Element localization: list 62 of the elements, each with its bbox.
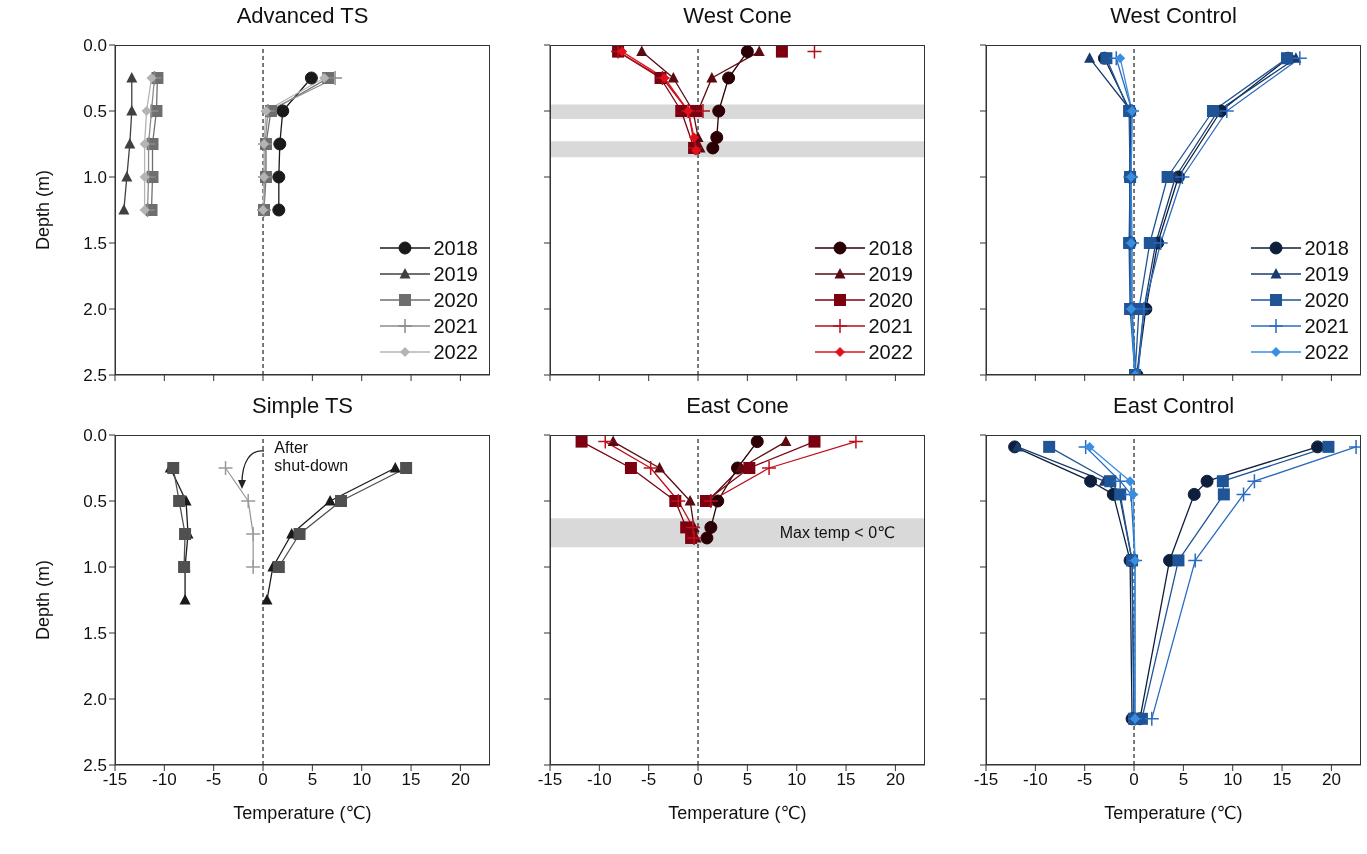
x-tick-label: -5 bbox=[641, 770, 657, 790]
y-tick-label: 0.5 bbox=[83, 102, 107, 122]
legend-label: 2018 bbox=[868, 236, 913, 260]
y-tick-label: 1.5 bbox=[83, 624, 107, 644]
legend-label: 2021 bbox=[868, 314, 913, 338]
x-axis-title: Temperature (℃) bbox=[1104, 803, 1243, 823]
legend-label: 2022 bbox=[433, 340, 478, 364]
legend-label: 2018 bbox=[1304, 236, 1349, 260]
legend-label: 2021 bbox=[433, 314, 478, 338]
x-tick-label: 15 bbox=[401, 770, 421, 790]
x-tick-label: 5 bbox=[1178, 770, 1189, 790]
x-axis-title: Temperature (℃) bbox=[233, 803, 372, 823]
legend-label: 2019 bbox=[1304, 262, 1349, 286]
x-tick-label: -15 bbox=[973, 770, 999, 790]
band-label: Max temp < 0℃ bbox=[779, 524, 896, 542]
x-tick-label: -5 bbox=[206, 770, 222, 790]
y-tick-label: 0.0 bbox=[83, 426, 107, 446]
x-axis-title: Temperature (℃) bbox=[668, 803, 807, 823]
y-axis-title: Depth (m) bbox=[33, 559, 54, 641]
x-tick-label: 0 bbox=[1129, 770, 1139, 790]
x-tick-label: -10 bbox=[152, 770, 177, 790]
legend-label: 2019 bbox=[433, 262, 478, 286]
legend-label: 2019 bbox=[868, 262, 913, 286]
y-tick-label: 1.0 bbox=[83, 558, 107, 578]
x-tick-label: 10 bbox=[352, 770, 372, 790]
x-tick-label: 5 bbox=[307, 770, 318, 790]
x-tick-label: 0 bbox=[258, 770, 268, 790]
y-tick-label: 2.5 bbox=[83, 366, 107, 386]
x-tick-label: 15 bbox=[836, 770, 856, 790]
legend-label: 2020 bbox=[868, 288, 913, 312]
y-tick-label: 0.5 bbox=[83, 492, 107, 512]
chart-title: Advanced TS bbox=[235, 3, 370, 29]
legend-label: 2022 bbox=[1304, 340, 1349, 364]
x-tick-label: 20 bbox=[1321, 770, 1341, 790]
y-tick-label: 1.0 bbox=[83, 168, 107, 188]
x-tick-label: 10 bbox=[787, 770, 807, 790]
chart-title: West Cone bbox=[682, 3, 793, 29]
x-tick-label: -10 bbox=[587, 770, 612, 790]
x-tick-label: 5 bbox=[742, 770, 753, 790]
chart-title: East Cone bbox=[685, 393, 790, 419]
x-tick-label: 20 bbox=[450, 770, 470, 790]
annotation: After shut-down bbox=[274, 439, 349, 475]
legend-label: 2021 bbox=[1304, 314, 1349, 338]
x-tick-label: -10 bbox=[1023, 770, 1048, 790]
x-tick-label: 10 bbox=[1223, 770, 1243, 790]
x-tick-label: 0 bbox=[693, 770, 703, 790]
x-tick-label: 15 bbox=[1272, 770, 1292, 790]
y-tick-label: 0.0 bbox=[83, 36, 107, 56]
chart-title: West Control bbox=[1109, 3, 1238, 29]
y-tick-label: 2.0 bbox=[83, 690, 107, 710]
x-tick-label: -5 bbox=[1077, 770, 1093, 790]
x-tick-label: -15 bbox=[537, 770, 563, 790]
x-tick-label: 20 bbox=[885, 770, 905, 790]
legend-label: 2020 bbox=[1304, 288, 1349, 312]
chart-title: Simple TS bbox=[250, 393, 355, 419]
legend-label: 2022 bbox=[868, 340, 913, 364]
legend-label: 2020 bbox=[433, 288, 478, 312]
y-tick-label: 1.5 bbox=[83, 234, 107, 254]
y-tick-label: 2.0 bbox=[83, 300, 107, 320]
y-axis-title: Depth (m) bbox=[33, 169, 54, 251]
chart-title: East Control bbox=[1111, 393, 1236, 419]
legend-label: 2018 bbox=[433, 236, 478, 260]
